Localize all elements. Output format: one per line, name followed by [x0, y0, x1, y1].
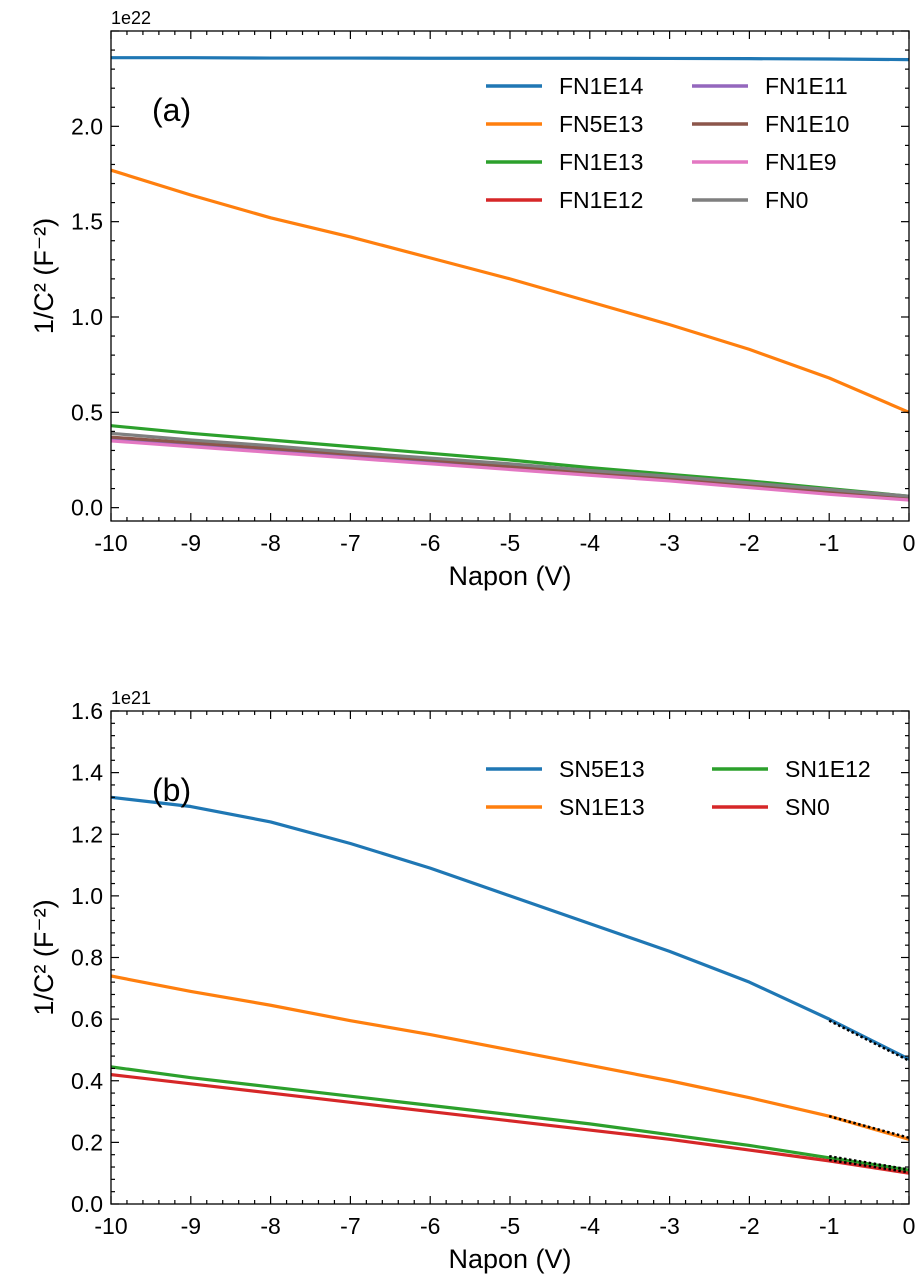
x-tick-label: -10	[94, 1213, 127, 1239]
y-tick-label: 1.5	[71, 209, 103, 235]
legend-label-sn1e12: SN1E12	[785, 756, 871, 782]
plot-frame	[110, 710, 910, 1205]
y-axis-label: 1/C² (F⁻²)	[29, 899, 59, 1015]
y-offset-label: 1e21	[111, 688, 151, 708]
legend-label-fn1e10: FN1E10	[765, 111, 849, 137]
legend-label-fn1e9: FN1E9	[765, 149, 837, 175]
x-tick-label: -4	[580, 1213, 601, 1239]
x-tick-label: -8	[260, 530, 280, 556]
x-tick-label: -6	[420, 530, 440, 556]
x-tick-label: -4	[580, 530, 601, 556]
series-line-fn1e10	[111, 435, 909, 500]
x-tick-label: -9	[181, 1213, 201, 1239]
panel-b: -10 -9 -8 -7 -6 -5 -4 -3 -2 -1 00.00.20.40.60.81.0…	[29, 688, 915, 1274]
panel-a: -10 -9 -8 -7 -6 -5 -4 -3 -2 -1 00.00.51.01.52.01e2…	[29, 8, 915, 591]
fit-line-2	[828, 1155, 909, 1171]
y-offset-label: 1e22	[111, 8, 151, 28]
x-tick-label: 0	[903, 530, 916, 556]
legend-label-sn1e13: SN1E13	[559, 794, 645, 820]
y-tick-label: 1.6	[71, 698, 103, 724]
series-line-sn1e12	[111, 1065, 909, 1172]
legend-label-fn5e13: FN5E13	[559, 111, 643, 137]
fit-line-1	[828, 1114, 909, 1139]
series-line-sn5e13	[111, 795, 909, 1061]
x-axis-label: Napon (V)	[448, 561, 571, 591]
x-tick-label: -9	[181, 530, 201, 556]
y-tick-label: 0.0	[71, 1191, 103, 1217]
x-tick-label: -7	[340, 1213, 360, 1239]
series-line-fn1e9	[111, 439, 909, 502]
x-tick-label: -3	[659, 530, 679, 556]
y-tick-label: 1.0	[71, 304, 103, 330]
x-tick-label: -8	[260, 1213, 280, 1239]
x-tick-label: -10	[94, 530, 127, 556]
x-tick-label: -2	[739, 1213, 759, 1239]
x-tick-label: -2	[739, 530, 759, 556]
y-tick-label: 0.8	[71, 945, 103, 971]
x-axis-label: Napon (V)	[448, 1244, 571, 1274]
x-tick-label: -6	[420, 1213, 440, 1239]
x-tick-label: -5	[500, 530, 520, 556]
panel-label: (a)	[152, 92, 191, 128]
fit-line-3	[829, 1158, 909, 1174]
y-tick-label: 0.5	[71, 399, 103, 425]
x-tick-label: -7	[340, 530, 360, 556]
x-tick-label: -5	[500, 1213, 520, 1239]
legend-label-sn0: SN0	[785, 794, 830, 820]
y-tick-label: 0.6	[71, 1006, 103, 1032]
y-tick-label: 0.0	[71, 495, 103, 521]
series-line-fn0	[111, 431, 909, 498]
y-tick-label: 1.2	[71, 821, 103, 847]
y-tick-label: 0.2	[71, 1129, 103, 1155]
panel-label: (b)	[152, 772, 191, 808]
series-line-fn5e13	[111, 168, 909, 414]
series-line-fn1e14	[111, 56, 909, 62]
y-tick-label: 2.0	[71, 113, 103, 139]
legend-label-fn0: FN0	[765, 187, 808, 213]
legend-label-fn1e13: FN1E13	[559, 149, 643, 175]
y-tick-label: 0.4	[71, 1068, 103, 1094]
legend-label-fn1e12: FN1E12	[559, 187, 643, 213]
x-tick-label: -1	[819, 530, 839, 556]
x-tick-label: -1	[819, 1213, 839, 1239]
legend-label-fn1e14: FN1E14	[559, 73, 644, 99]
legend-label-sn5e13: SN5E13	[559, 756, 645, 782]
series-line-sn1e13	[111, 974, 909, 1141]
x-tick-label: 0	[903, 1213, 916, 1239]
legend-label-fn1e11: FN1E11	[765, 73, 848, 99]
x-tick-label: -3	[659, 1213, 679, 1239]
y-tick-label: 1.4	[71, 760, 103, 786]
y-tick-label: 1.0	[71, 883, 103, 909]
series-line-sn0	[111, 1073, 909, 1175]
y-axis-label: 1/C² (F⁻²)	[29, 218, 59, 334]
